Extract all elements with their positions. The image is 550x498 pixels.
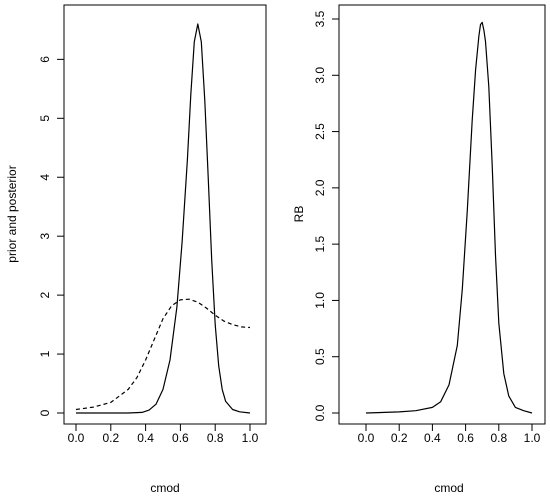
x-axis-title: cmod — [434, 481, 463, 495]
y-axis-title: prior and posterior — [5, 165, 19, 262]
x-tick-label: 0.6 — [457, 431, 474, 445]
panel-left: 0.0 0.2 0.4 0.6 0.8 1.0 0 1 2 3 4 5 6 cmod prior and p… — [5, 4, 267, 495]
plot-frame — [63, 4, 267, 425]
y-tick-label: 0.5 — [313, 348, 327, 365]
x-tick-label: 0.6 — [172, 431, 189, 445]
x-tick-label: 0.0 — [68, 431, 85, 445]
y-tick-label: 5 — [38, 115, 52, 122]
panel-right: 0.0 0.2 0.4 0.6 0.8 1.0 0.0 0.5 1.0 1.5 2.0 2.5 3.0 3… — [292, 4, 546, 495]
x-tick-label: 0.4 — [137, 431, 154, 445]
y-tick-label: 1.5 — [313, 235, 327, 252]
x-tick-label: 0.4 — [424, 431, 441, 445]
series-line-dashed — [75, 298, 251, 411]
x-axis-title: cmod — [150, 481, 179, 495]
x-tick-label: 0.8 — [207, 431, 224, 445]
series-line-solid — [76, 23, 251, 414]
y-tick-label: 2.5 — [313, 123, 327, 140]
y-tick-label: 3 — [38, 233, 52, 240]
y-tick-label: 2.0 — [313, 179, 327, 196]
x-tick-label: 0.2 — [102, 431, 119, 445]
y-tick-label: 3.0 — [313, 67, 327, 84]
x-tick-label: 0.0 — [358, 431, 375, 445]
x-tick-label: 0.8 — [490, 431, 507, 445]
y-tick-label: 6 — [38, 56, 52, 63]
x-tick-label: 1.0 — [524, 431, 541, 445]
y-tick-label: 0.0 — [313, 404, 327, 421]
y-tick-label: 1 — [38, 350, 52, 357]
y-tick-label: 4 — [38, 174, 52, 181]
y-tick-label: 0 — [38, 409, 52, 416]
y-tick-label: 1.0 — [313, 292, 327, 309]
x-tick-label: 1.0 — [242, 431, 259, 445]
y-axis-title: RB — [292, 206, 306, 223]
y-tick-label: 2 — [38, 291, 52, 298]
y-tick-label: 3.5 — [313, 10, 327, 27]
plot-frame — [338, 4, 546, 425]
series-line-solid — [365, 21, 533, 414]
x-tick-label: 0.2 — [391, 431, 408, 445]
